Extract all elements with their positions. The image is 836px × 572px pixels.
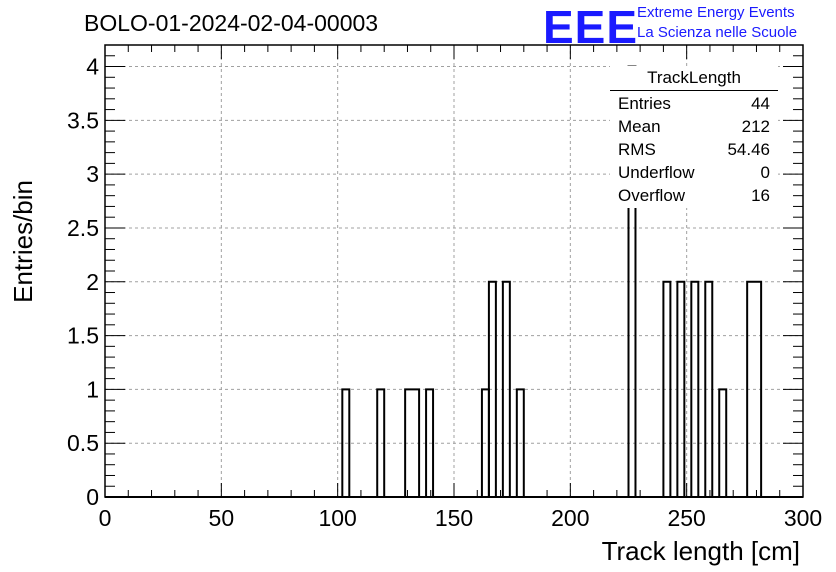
- x-tick-label: 0: [99, 505, 112, 531]
- y-tick-label: 0: [86, 484, 99, 510]
- stats-row-underflow: Underflow 0: [618, 161, 770, 184]
- stats-label: Overflow: [618, 186, 686, 205]
- stats-label: Mean: [618, 117, 661, 136]
- stats-row-mean: Mean 212: [618, 115, 770, 138]
- x-tick-label: 250: [667, 505, 705, 531]
- chart-title: BOLO-01-2024-02-04-00003: [84, 10, 379, 36]
- y-tick-label: 0.5: [67, 430, 99, 456]
- stats-row-entries: Entries 44: [618, 92, 770, 115]
- y-tick-label: 2: [86, 269, 99, 295]
- logo-line-2: La Scienza nelle Scuole: [637, 24, 798, 41]
- y-tick-label: 3: [86, 161, 99, 187]
- stats-label: RMS: [618, 140, 656, 159]
- stats-label: Entries: [618, 94, 671, 113]
- y-tick-label: 1: [86, 376, 99, 402]
- x-tick-labels: 0 50 100 150 200 250 300: [99, 505, 823, 531]
- y-tick-label: 3.5: [67, 107, 99, 133]
- y-axis-label: Entries/bin: [8, 180, 38, 303]
- stats-box-title: TrackLength: [610, 66, 778, 91]
- stats-value: 44: [751, 94, 770, 113]
- y-tick-label: 1.5: [67, 323, 99, 349]
- stats-row-rms: RMS 54.46: [618, 138, 770, 161]
- stats-value: 212: [741, 117, 770, 136]
- stats-row-overflow: Overflow 16: [618, 184, 770, 207]
- y-tick-labels: 0 0.5 1 1.5 2 2.5 3 3.5 4: [67, 54, 99, 510]
- stats-label: Underflow: [618, 163, 695, 182]
- x-axis-label: Track length [cm]: [602, 536, 800, 566]
- x-tick-label: 100: [318, 505, 356, 531]
- eee-logo: EEE: [543, 1, 639, 53]
- logo-line-1: Extreme Energy Events: [637, 4, 795, 21]
- stats-value: 0: [760, 163, 770, 182]
- x-tick-label: 50: [209, 505, 235, 531]
- x-tick-label: 150: [435, 505, 473, 531]
- x-tick-label: 200: [551, 505, 589, 531]
- plot-frame: [104, 44, 804, 498]
- stats-value: 54.46: [727, 140, 770, 159]
- x-tick-label: 300: [784, 505, 822, 531]
- y-tick-label: 4: [86, 54, 99, 80]
- grid: [105, 45, 803, 497]
- stats-box: TrackLength Entries 44 Mean 212 RMS 54.4…: [610, 66, 778, 208]
- stats-value: 16: [751, 186, 770, 205]
- y-tick-label: 2.5: [67, 215, 99, 241]
